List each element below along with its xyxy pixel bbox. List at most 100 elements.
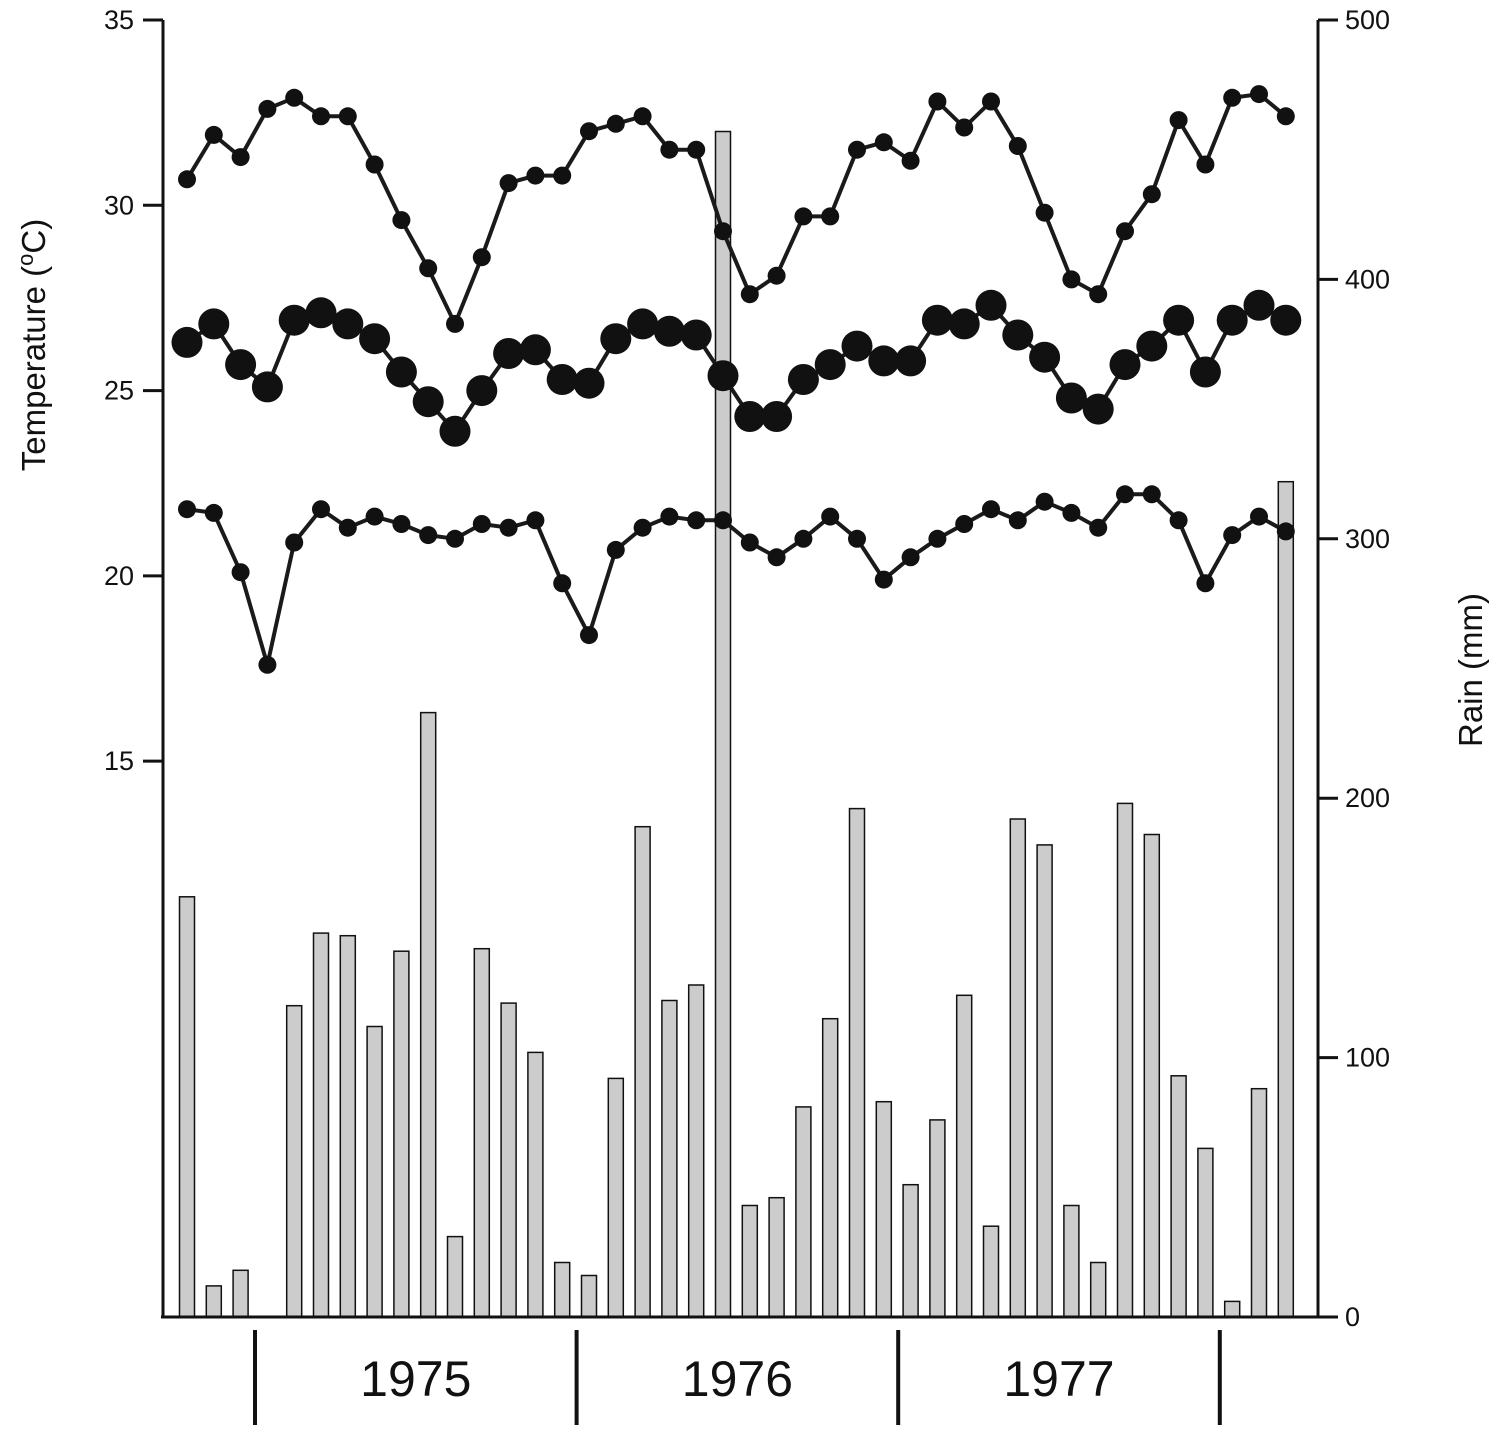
temperature-point <box>178 170 196 189</box>
rain-bar <box>1009 818 1027 1318</box>
temperature-point <box>928 529 947 548</box>
rain-bar <box>1063 1204 1080 1318</box>
temperature-point <box>767 548 786 567</box>
right-axis-title: Rain (mm) <box>1452 593 1489 747</box>
left-tick-label: 25 <box>104 376 134 406</box>
temperature-point <box>606 540 625 559</box>
right-tick-label: 400 <box>1345 264 1390 294</box>
temperature-point <box>359 323 391 355</box>
temperature-point <box>767 266 786 285</box>
temperature-point <box>1062 270 1081 289</box>
rain-bar <box>848 807 866 1318</box>
rain-bar <box>580 1274 598 1318</box>
temperature-series-2 <box>171 289 1302 447</box>
left-tick-label: 15 <box>104 746 134 776</box>
temperature-point <box>921 304 953 336</box>
temperature-point <box>895 345 927 377</box>
temperature-point <box>466 375 498 407</box>
rain-bar <box>312 932 330 1318</box>
rain-bar <box>393 950 410 1318</box>
temperature-point <box>338 107 357 126</box>
temperature-point <box>499 518 518 537</box>
temperature-point <box>794 207 813 226</box>
temperature-point <box>653 315 685 347</box>
temperature-point <box>1270 304 1302 336</box>
temperature-point <box>707 360 739 392</box>
rain-bar <box>714 130 732 1318</box>
temperature-point <box>1029 341 1061 373</box>
left-axis-title: Temperature (oC) <box>13 219 53 472</box>
rain-bar <box>1143 833 1161 1318</box>
rain-bar <box>929 1119 946 1318</box>
right-axis-ticks: 0 100 200 300 400 500 <box>1318 5 1390 1332</box>
temperature-point <box>1116 485 1134 504</box>
temperature-point <box>305 297 337 329</box>
rain-bar <box>741 1204 759 1318</box>
temperature-point <box>848 529 866 548</box>
rain-bar <box>500 1002 517 1318</box>
temperature-point <box>948 308 980 340</box>
rain-bar <box>366 1025 383 1318</box>
temperature-point <box>171 326 203 358</box>
rain-bar <box>902 1183 919 1318</box>
rain-bar <box>768 1196 785 1318</box>
temperature-point <box>821 207 840 226</box>
temperature-point <box>1008 137 1027 155</box>
temperature-point <box>251 371 283 403</box>
year-axis: 1975 1976 1977 <box>253 1330 1222 1425</box>
rain-bar <box>607 1077 625 1318</box>
temperature-point <box>365 155 384 174</box>
temperature-point <box>1142 485 1161 504</box>
temperature-point <box>868 345 900 377</box>
temperature-point <box>680 319 712 351</box>
rain-bar <box>1223 1300 1241 1318</box>
rain-bar <box>1089 1261 1107 1318</box>
temperature-point <box>1142 185 1161 204</box>
left-tick-label: 35 <box>104 5 134 35</box>
temperature-point <box>258 655 277 674</box>
temperature-point <box>1062 503 1081 522</box>
temperature-point <box>714 511 732 530</box>
temperature-point <box>1136 330 1168 362</box>
temperature-point <box>472 515 491 533</box>
rain-bar <box>178 896 196 1318</box>
temperature-point <box>1008 511 1027 530</box>
temperature-point <box>821 507 840 526</box>
temperature-point <box>1109 349 1141 381</box>
temperature-point <box>546 364 578 395</box>
temperature-point <box>285 533 304 552</box>
temperature-point <box>874 570 893 589</box>
temperature-point <box>499 174 518 193</box>
temperature-point <box>198 308 230 340</box>
temperature-point <box>392 211 411 230</box>
right-tick-label: 200 <box>1345 783 1390 813</box>
rain-bar <box>553 1261 571 1318</box>
temperature-point <box>606 114 625 133</box>
temperature-point <box>419 526 438 545</box>
temperature-point <box>1116 222 1134 241</box>
temperature-point <box>687 511 706 530</box>
temperature-point <box>1196 155 1215 174</box>
right-tick-label: 0 <box>1345 1302 1360 1332</box>
rain-bar <box>527 1051 544 1318</box>
temperature-point <box>338 518 357 537</box>
left-axis-ticks: 15 20 25 30 35 <box>104 5 163 776</box>
rain-bar <box>687 984 705 1318</box>
temperature-point <box>714 222 732 241</box>
rain-bars <box>178 130 1295 1318</box>
temperature-point <box>178 500 196 519</box>
temperature-point <box>734 401 766 432</box>
temperature-point <box>204 125 223 144</box>
temperature-point <box>1089 518 1108 537</box>
temperature-point <box>928 92 947 111</box>
temperature-point <box>660 140 679 159</box>
temperature-series-1 <box>178 85 1295 333</box>
rain-bar <box>634 825 651 1318</box>
temperature-point <box>982 92 1000 111</box>
temperature-point <box>1055 382 1087 414</box>
temperature-point <box>1089 285 1108 304</box>
year-label: 1977 <box>1003 1351 1114 1407</box>
temperature-point <box>446 529 464 548</box>
temperature-point <box>901 548 920 567</box>
